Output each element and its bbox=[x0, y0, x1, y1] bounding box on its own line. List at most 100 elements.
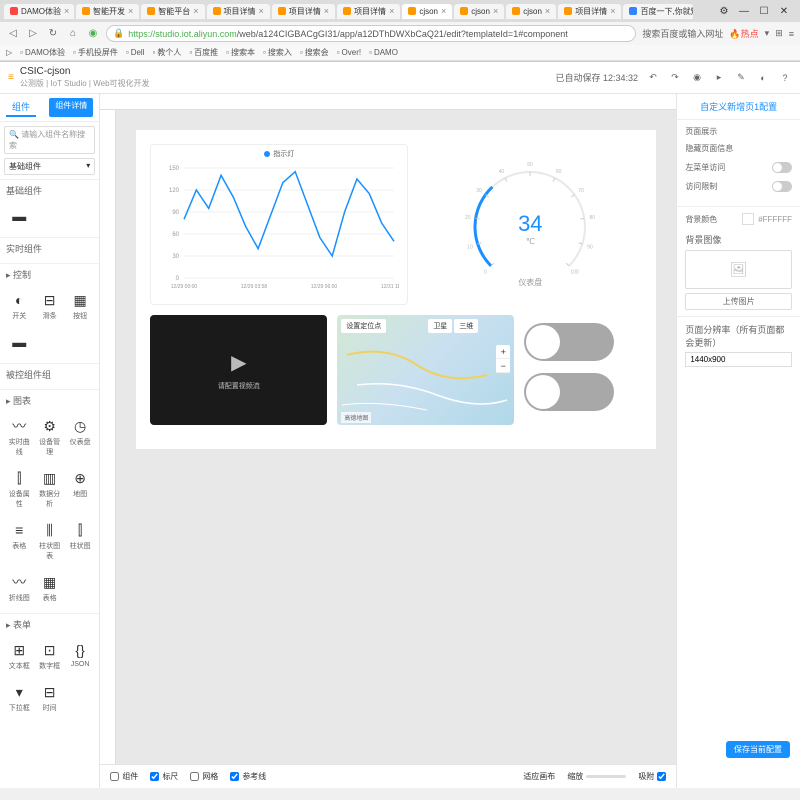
ext-icon-2[interactable]: ⊞ bbox=[775, 28, 783, 39]
resolution-input[interactable] bbox=[685, 352, 792, 367]
bookmark-item[interactable]: ▫搜索本 bbox=[226, 47, 255, 58]
bookmark-item[interactable]: ▫教个人 bbox=[152, 47, 181, 58]
settings-icon[interactable]: ⚙ bbox=[718, 5, 730, 17]
video-widget[interactable]: ▶ 请配置视频流 bbox=[150, 315, 327, 425]
svg-text:12/29 03:58: 12/29 03:58 bbox=[241, 284, 268, 290]
shield-icon[interactable]: ◉ bbox=[86, 27, 100, 41]
save-prompt[interactable]: 保存当前配置 bbox=[726, 741, 790, 758]
bookmark-item[interactable]: ▫Dell bbox=[126, 47, 145, 58]
browser-tab[interactable]: 项目详情× bbox=[558, 4, 621, 19]
component-item[interactable]: 〰实时曲线 bbox=[6, 413, 32, 461]
component-item[interactable]: ⫿设备属性 bbox=[6, 465, 32, 513]
section-title[interactable]: ▸ 图表 bbox=[6, 394, 93, 407]
component-item[interactable]: ⫼柱状图表 bbox=[36, 517, 62, 565]
browser-tab[interactable]: 项目详情× bbox=[272, 4, 335, 19]
forward-button[interactable]: ▷ bbox=[26, 27, 40, 41]
upload-button[interactable]: 上传图片 bbox=[685, 293, 792, 310]
section-title[interactable]: 被控组件组 bbox=[6, 368, 93, 381]
home-button[interactable]: ⌂ bbox=[66, 27, 80, 41]
menu-icon[interactable]: ≡ bbox=[8, 72, 14, 83]
browser-tab[interactable]: 项目详情× bbox=[337, 4, 400, 19]
back-button[interactable]: ◁ bbox=[6, 27, 20, 41]
component-item[interactable]: ⫿柱状图 bbox=[67, 517, 93, 565]
component-item[interactable]: ≡表格 bbox=[6, 517, 32, 565]
toggle-1[interactable] bbox=[524, 323, 614, 361]
browser-tab[interactable]: 智能开发× bbox=[76, 4, 139, 19]
header-action-icon[interactable]: ↷ bbox=[668, 71, 682, 85]
component-item[interactable]: ⊡数字框 bbox=[36, 637, 62, 675]
component-item[interactable]: ▥数据分析 bbox=[36, 465, 62, 513]
browser-tab[interactable]: 百度一下,你就知× bbox=[623, 4, 693, 19]
header-action-icon[interactable]: ◉ bbox=[690, 71, 704, 85]
footer-option[interactable]: 参考线 bbox=[230, 771, 266, 782]
component-item[interactable]: ⊟时间 bbox=[36, 679, 62, 717]
toggle-access[interactable] bbox=[772, 181, 792, 192]
line-chart-widget[interactable]: 指示灯 12/29 00:0012/29 03:5812/29 06:0012/… bbox=[150, 144, 408, 305]
close-button[interactable]: ✕ bbox=[778, 5, 790, 17]
component-item[interactable]: ◐开关 bbox=[6, 287, 32, 325]
bookmark-item[interactable]: ▫DAMO体验 bbox=[20, 47, 65, 58]
component-item[interactable]: ⊕地图 bbox=[67, 465, 93, 513]
section-title[interactable]: ▸ 控制 bbox=[6, 268, 93, 281]
component-item[interactable]: ▬ bbox=[6, 329, 32, 357]
component-item[interactable]: {}JSON bbox=[67, 637, 93, 675]
footer-option[interactable]: 缩放 bbox=[567, 771, 626, 782]
component-item[interactable]: ▾下拉框 bbox=[6, 679, 32, 717]
bookmark-item[interactable]: ▫Over! bbox=[337, 47, 361, 58]
browser-tab[interactable]: 项目详情× bbox=[207, 4, 270, 19]
component-item[interactable]: ▦按钮 bbox=[67, 287, 93, 325]
map-zoom-in[interactable]: + bbox=[496, 345, 510, 359]
browser-tab[interactable]: DAMO体验× bbox=[4, 4, 74, 19]
color-picker[interactable]: #FFFFFF bbox=[742, 213, 792, 225]
header-action-icon[interactable]: ◐ bbox=[756, 71, 770, 85]
footer-option[interactable]: 标尺 bbox=[150, 771, 178, 782]
browser-tab[interactable]: 智能平台× bbox=[141, 4, 204, 19]
footer-option[interactable]: 适应画布 bbox=[523, 771, 555, 782]
section-title[interactable]: 基础组件 bbox=[6, 184, 93, 197]
image-upload-zone[interactable]: 🖼 bbox=[685, 250, 792, 289]
footer-option[interactable]: 组件 bbox=[110, 771, 138, 782]
maximize-button[interactable]: ☐ bbox=[758, 5, 770, 17]
bookmark-item[interactable]: ▫搜索入 bbox=[263, 47, 292, 58]
menu-icon[interactable]: ≡ bbox=[789, 29, 794, 39]
bookmark-item[interactable]: ▫百度推 bbox=[189, 47, 218, 58]
footer-option[interactable]: 网格 bbox=[190, 771, 218, 782]
minimize-button[interactable]: — bbox=[738, 5, 750, 17]
section-title[interactable]: 实时组件 bbox=[6, 242, 93, 255]
component-item[interactable]: ⊟滑条 bbox=[36, 287, 62, 325]
map-zoom-out[interactable]: − bbox=[496, 359, 510, 373]
hot-badge[interactable]: 🔥热点 bbox=[729, 27, 758, 40]
bookmark-item[interactable]: ▫DAMO bbox=[369, 47, 398, 58]
map-widget[interactable]: 设置定位点 卫星 三维 + − bbox=[337, 315, 514, 425]
header-action-icon[interactable]: ✎ bbox=[734, 71, 748, 85]
reload-button[interactable]: ↻ bbox=[46, 27, 60, 41]
tab-component-detail[interactable]: 组件详情 bbox=[49, 98, 93, 117]
component-category-select[interactable]: 基础组件▾ bbox=[4, 158, 95, 175]
component-item[interactable]: ▬ bbox=[6, 203, 32, 231]
bookmark-toggle[interactable]: ▷ bbox=[6, 48, 12, 57]
browser-tab[interactable]: cjson× bbox=[402, 4, 452, 19]
component-item[interactable]: ◷仪表盘 bbox=[67, 413, 93, 461]
url-input[interactable]: 🔒 https://studio.iot.aliyun.com/web/a124… bbox=[106, 25, 636, 42]
browser-tab[interactable]: cjson× bbox=[506, 4, 556, 19]
toggle-2[interactable] bbox=[524, 373, 614, 411]
page[interactable]: 指示灯 12/29 00:0012/29 03:5812/29 06:0012/… bbox=[136, 130, 656, 449]
component-item[interactable]: ▦表格 bbox=[36, 569, 62, 607]
component-item[interactable]: 〰折线图 bbox=[6, 569, 32, 607]
gauge-widget[interactable]: 0102030405060708090100 34 ℃ 仪表盘 bbox=[418, 144, 642, 304]
header-action-icon[interactable]: ↶ bbox=[646, 71, 660, 85]
tab-components[interactable]: 组件 bbox=[6, 98, 36, 117]
header-action-icon[interactable]: ? bbox=[778, 71, 792, 85]
bookmark-item[interactable]: ▫手机投屏件 bbox=[73, 47, 118, 58]
section-title[interactable]: ▸ 表单 bbox=[6, 618, 93, 631]
canvas[interactable]: 指示灯 12/29 00:0012/29 03:5812/29 06:0012/… bbox=[116, 110, 676, 764]
footer-option[interactable]: 吸附 bbox=[638, 771, 666, 782]
bookmark-item[interactable]: ▫搜索会 bbox=[300, 47, 329, 58]
browser-tab[interactable]: cjson× bbox=[454, 4, 504, 19]
component-item[interactable]: ⊞文本框 bbox=[6, 637, 32, 675]
toggle-left-menu[interactable] bbox=[772, 162, 792, 173]
component-item[interactable]: ⚙设备管理 bbox=[36, 413, 62, 461]
component-search[interactable]: 🔍 请输入组件名称搜索 bbox=[4, 126, 95, 154]
ext-icon[interactable]: ▾ bbox=[765, 28, 770, 39]
header-action-icon[interactable]: ▸ bbox=[712, 71, 726, 85]
